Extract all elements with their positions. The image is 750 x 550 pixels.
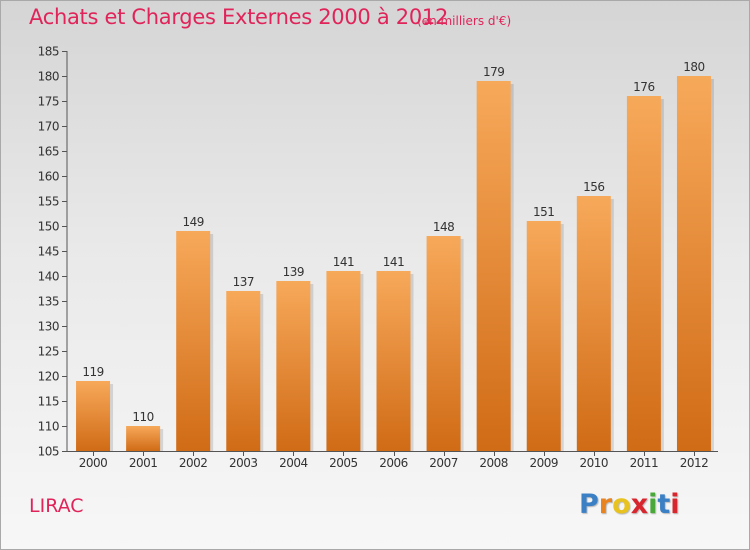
bar-2004	[276, 281, 311, 451]
bar-2006	[376, 271, 411, 451]
brand-letter: r	[598, 489, 613, 520]
chart-title: Achats et Charges Externes 2000 à 2012	[29, 5, 449, 29]
value-label-2002: 149	[182, 215, 203, 229]
x-tick-label-2006: 2006	[379, 456, 408, 470]
y-tick-label: 110	[38, 420, 59, 434]
y-tick-label: 170	[38, 120, 59, 134]
x-tick-label-2010: 2010	[580, 456, 609, 470]
x-tick-label-2005: 2005	[329, 456, 358, 470]
value-label-2001: 110	[132, 410, 153, 424]
chart-value-labels: 119 110 149 137 139 141 141 148 179 151 156 176 180	[82, 60, 705, 424]
x-tick-label-2011: 2011	[630, 456, 659, 470]
bar-2005	[326, 271, 361, 451]
bar-2010	[576, 196, 611, 451]
bar-2002	[176, 231, 211, 451]
y-tick-label: 150	[38, 220, 59, 234]
value-label-2010: 156	[583, 180, 604, 194]
value-label-2004: 139	[283, 265, 304, 279]
value-label-2008: 179	[483, 65, 504, 79]
bar-2007	[426, 236, 461, 451]
bar-2000	[76, 381, 111, 451]
y-tick-label: 115	[38, 395, 59, 409]
y-tick-label: 105	[38, 445, 59, 459]
commune-name: LIRAC	[29, 495, 84, 517]
y-tick-label: 145	[38, 245, 59, 259]
brand-letter: x	[630, 489, 649, 520]
value-label-2009: 151	[533, 205, 554, 219]
x-tick-label-2009: 2009	[529, 456, 558, 470]
x-tick-label-2000: 2000	[79, 456, 108, 470]
y-tick-label: 185	[38, 45, 59, 59]
brand-letter: t	[657, 489, 671, 520]
y-tick-label: 180	[38, 70, 59, 84]
y-tick-label: 160	[38, 170, 59, 184]
value-label-2007: 148	[433, 220, 454, 234]
value-label-2000: 119	[82, 365, 103, 379]
value-label-2012: 180	[683, 60, 704, 74]
value-label-2006: 141	[383, 255, 404, 269]
bar-2011	[626, 96, 661, 451]
brand-letter: o	[612, 489, 631, 520]
x-tick-label-2003: 2003	[229, 456, 258, 470]
bar-2012	[676, 76, 711, 451]
bar-2009	[526, 221, 561, 451]
bar-2001	[126, 426, 161, 451]
brand-logo: Proxiti	[579, 489, 680, 520]
chart-axes: 105 110 115 120 125 130 135 140 145 150 155 160 165 1…	[38, 45, 718, 470]
y-tick-label: 155	[38, 195, 59, 209]
value-label-2005: 141	[333, 255, 354, 269]
brand-letter: i	[648, 489, 658, 520]
bar-2008	[476, 81, 511, 451]
brand-letter: i	[670, 489, 680, 520]
y-tick-label: 120	[38, 370, 59, 384]
y-tick-label: 140	[38, 270, 59, 284]
x-tick-label-2002: 2002	[179, 456, 208, 470]
value-label-2011: 176	[633, 80, 654, 94]
y-tick-label: 130	[38, 320, 59, 334]
brand-letter: P	[579, 489, 599, 520]
y-tick-label: 175	[38, 95, 59, 109]
x-tick-label-2007: 2007	[429, 456, 458, 470]
y-tick-label: 135	[38, 295, 59, 309]
y-tick-label: 165	[38, 145, 59, 159]
chart-bars	[76, 76, 714, 451]
x-tick-label-2004: 2004	[279, 456, 308, 470]
x-tick-label-2008: 2008	[479, 456, 508, 470]
y-tick-label: 125	[38, 345, 59, 359]
x-tick-label-2012: 2012	[680, 456, 709, 470]
bar-2003	[226, 291, 261, 451]
value-label-2003: 137	[233, 275, 254, 289]
x-tick-label-2001: 2001	[129, 456, 158, 470]
chart-unit: (en milliers d'€)	[417, 14, 512, 28]
